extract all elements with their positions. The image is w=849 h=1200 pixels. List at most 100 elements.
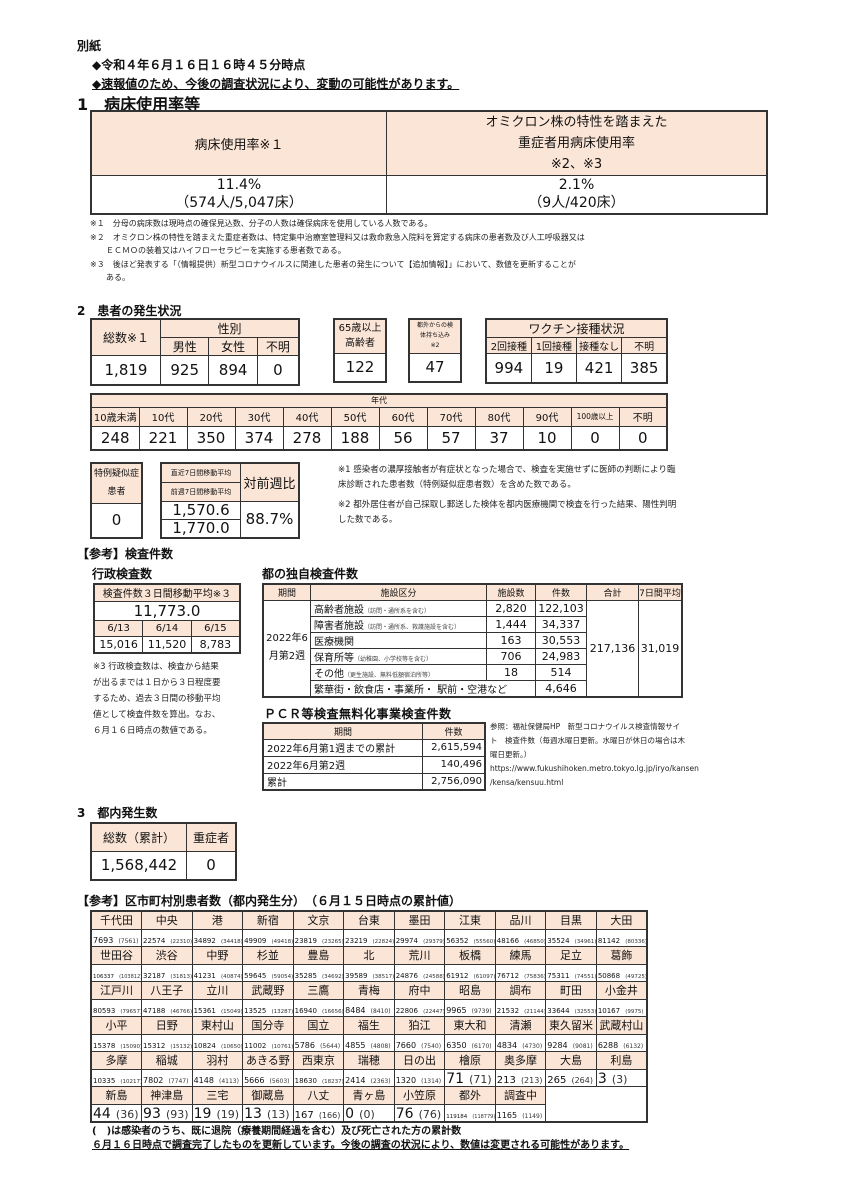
label: 特例疑似症 xyxy=(93,469,139,480)
municipality-name: 清瀬 xyxy=(494,1015,547,1035)
recovered-death-count: (22310) xyxy=(170,938,193,945)
case-count: 35524 xyxy=(547,936,570,945)
total-value: 1,819 xyxy=(90,355,161,385)
case-count: 15378 xyxy=(93,1041,116,1050)
metro-total: 217,136 xyxy=(586,599,639,697)
facility-type: 保育所等（幼稚園、小学校等を含む） xyxy=(310,647,487,665)
case-count: 76712 xyxy=(496,971,520,980)
recovered-death-count: (118779) xyxy=(472,1113,496,1120)
facility-sub: （更生施設、無料低額宿泊所等） xyxy=(344,671,435,679)
age-header: 10代 xyxy=(138,406,188,427)
case-count: 18630 xyxy=(294,1076,317,1085)
facility-count: 18 xyxy=(486,663,536,681)
metro-header: 施設区分 xyxy=(310,583,487,601)
recovered-death-count: (23265) xyxy=(322,938,344,945)
admin-value: 11,520 xyxy=(142,635,192,654)
metro-row: 保育所等（幼稚園、小学校等を含む） 706 24,983 xyxy=(263,647,682,665)
municipality-cases: 4148 (4113) xyxy=(191,1068,244,1087)
vaccine-header: 不明 xyxy=(621,337,668,354)
municipality-cases: 56352 (55560) xyxy=(444,928,496,947)
vaccine-header: 2回接種 xyxy=(485,337,532,354)
municipality-name: 世田谷 xyxy=(90,945,143,965)
municipality-cases: 7802 (7747) xyxy=(141,1068,193,1087)
recovered-death-count: (74551) xyxy=(574,973,597,980)
weekly-avg-table: 直近7日間移動平均 対前週比 前週7日間移動平均 1,570.6 88.7% 1,7… xyxy=(160,462,300,539)
pcr-reference: 参照：福祉保健局HP 新型コロナウイルス検査情報サイ ト 検査件数（毎週水曜日更… xyxy=(490,720,699,790)
municipality-cases: 9965 (9739) xyxy=(444,998,496,1017)
case-count: 16940 xyxy=(294,1006,317,1015)
municipality-name: 板橋 xyxy=(444,945,496,965)
municipality-name-row: 新島 神津島 三宅 御蔵島 八丈 青ヶ島 小笠原 都外 調査中 xyxy=(90,1085,647,1105)
municipality-name: 国立 xyxy=(292,1015,345,1035)
facility-count: 163 xyxy=(486,631,536,649)
recovered-death-count: (15090) xyxy=(120,1043,142,1050)
recovered-death-count: (9081) xyxy=(572,1042,593,1050)
age-value: 350 xyxy=(186,425,236,451)
municipality-cases: 34892 (34418) xyxy=(191,928,244,947)
section2-notes: ※1 感染者の濃厚接触者が有症状となった場合で、検査を実施せずに医師の判断により… xyxy=(338,463,676,528)
municipality-cases: 35524 (34961) xyxy=(545,928,597,947)
recovered-death-count: (55560) xyxy=(473,938,496,945)
header-line: 重症者用病床使用率 xyxy=(517,136,635,151)
case-count: 39589 xyxy=(345,971,368,980)
admin-value: 8,783 xyxy=(190,635,241,654)
case-count: 93 xyxy=(143,1105,161,1122)
bed-usage-header: 病床使用率※１ xyxy=(90,110,387,176)
municipality-name: 新島 xyxy=(90,1085,143,1105)
municipality-cases: 33644 (32553) xyxy=(545,998,597,1017)
recovered-death-count: (4808) xyxy=(370,1042,391,1050)
recovered-death-count: (3) xyxy=(611,1072,628,1086)
municipality-name-row: 小平 日野 東村山 国分寺 国立 福生 狛江 東大和 清瀬 東久留米 武蔵村山 xyxy=(90,1015,648,1035)
bed-usage-value: 11.4% （574人/5,047床） xyxy=(90,175,387,214)
case-count: 21532 xyxy=(496,1006,520,1015)
municipality-cases: 4855 (4808) xyxy=(343,1033,395,1052)
municipality-name: 江東 xyxy=(444,910,496,930)
case-count: 35285 xyxy=(294,971,317,980)
metro-header: 7日間平均 xyxy=(638,583,683,601)
recovered-death-count: (18237) xyxy=(322,1078,344,1085)
pcr-row: 2022年6月第1週までの累計 2,615,594 xyxy=(262,738,486,757)
recent-avg-value: 1,570.6 xyxy=(160,500,241,520)
recovered-death-count: (9739) xyxy=(471,1007,492,1015)
elderly-table: 65歳以上 高齢者 122 xyxy=(333,318,387,383)
municipality-cases: 4834 (4730) xyxy=(494,1033,547,1052)
vaccine-value: 994 xyxy=(485,353,532,383)
recovered-death-count: (61097) xyxy=(473,973,496,980)
municipality-name: 葛飾 xyxy=(595,945,648,965)
municipality-cases: 32187 (31813) xyxy=(141,963,193,982)
age-header: 80代 xyxy=(474,406,524,427)
age-value: 57 xyxy=(426,425,476,451)
reference-link[interactable]: https://www.fukushihoken.metro.tokyo.lg.… xyxy=(490,764,699,773)
test-count: 24,983 xyxy=(535,647,587,665)
note: ６月１６日時点の数値である。 xyxy=(93,726,212,736)
recovered-death-count: (13287) xyxy=(271,1008,294,1015)
reference-link[interactable]: /kensa/kensuu.html xyxy=(490,778,564,787)
pcr-header: 件数 xyxy=(422,722,486,740)
sex-header: 女性 xyxy=(208,337,258,356)
municipality-name: 町田 xyxy=(545,980,597,1000)
recovered-death-count: (34961) xyxy=(574,938,597,945)
label: 高齢者 xyxy=(345,338,375,350)
label: ※2 xyxy=(430,342,440,350)
case-count: 1165 xyxy=(496,1110,518,1120)
case-count: 265 xyxy=(547,1074,567,1086)
municipality-cases: 59645 (59054) xyxy=(242,963,294,982)
age-header: 40代 xyxy=(282,406,332,427)
municipality-cases: 15378 (15090) xyxy=(90,1033,143,1052)
empty-cell xyxy=(546,1104,597,1122)
municipality-name: 千代田 xyxy=(90,910,143,930)
case-count: 167 xyxy=(294,1109,314,1121)
case-count: 33644 xyxy=(547,1006,570,1015)
municipality-cases: 24876 (24588) xyxy=(393,963,446,982)
wow-value: 88.7% xyxy=(240,500,300,538)
municipality-name-row: 江戸川 八王子 立川 武蔵野 三鷹 青梅 府中 昭島 調布 町田 小金井 xyxy=(90,980,648,1000)
vaccine-header: 接種なし xyxy=(575,337,623,354)
pcr-table: 期間 件数 2022年6月第1週までの累計 2,615,594 2022年6月第2週 1… xyxy=(262,722,486,791)
empty-cell xyxy=(596,1086,647,1104)
case-count: 61912 xyxy=(446,971,469,980)
case-count: 4148 xyxy=(193,1075,214,1085)
note: ある。 xyxy=(90,273,130,282)
metro-row: 繁華街・飲食店・事業所・ 駅前・空港など 4,646 xyxy=(263,679,682,697)
note: した数である。 xyxy=(338,515,398,525)
admin-date: 6/14 xyxy=(142,619,192,637)
